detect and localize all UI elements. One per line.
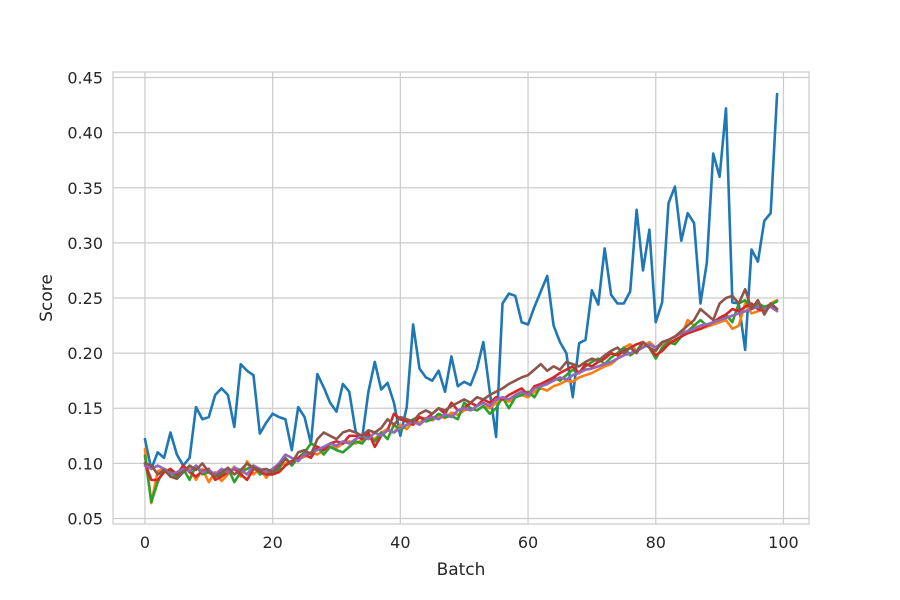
- y-tick-labels: 0.05 0.10 0.15 0.20 0.25 0.30 0.35 0.40 0.45: [67, 69, 103, 529]
- series-line-1: [143, 92, 779, 471]
- x-tick-label: 0: [140, 533, 150, 552]
- y-tick-label: 0.30: [67, 234, 103, 253]
- series-layer: [143, 92, 779, 505]
- y-tick-label: 0.15: [67, 399, 103, 418]
- x-tick-label: 80: [646, 533, 666, 552]
- x-tick-label: 100: [768, 533, 799, 552]
- series-line-6: [143, 287, 779, 481]
- x-tick-label: 60: [518, 533, 538, 552]
- y-axis-label: Score: [37, 274, 57, 322]
- plot-frame: [112, 71, 810, 525]
- x-axis-label: Batch: [437, 560, 486, 580]
- y-tick-label: 0.25: [67, 289, 103, 308]
- x-tick-label: 40: [390, 533, 410, 552]
- y-tick-label: 0.45: [67, 69, 103, 88]
- y-tick-label: 0.35: [67, 179, 103, 198]
- y-tick-label: 0.05: [67, 509, 103, 528]
- y-tick-label: 0.40: [67, 124, 103, 143]
- y-tick-label: 0.20: [67, 344, 103, 363]
- x-tick-label: 20: [262, 533, 282, 552]
- y-tick-label: 0.10: [67, 454, 103, 473]
- grid: [113, 72, 809, 524]
- x-tick-labels: 0 20 40 60 80 100: [140, 533, 799, 552]
